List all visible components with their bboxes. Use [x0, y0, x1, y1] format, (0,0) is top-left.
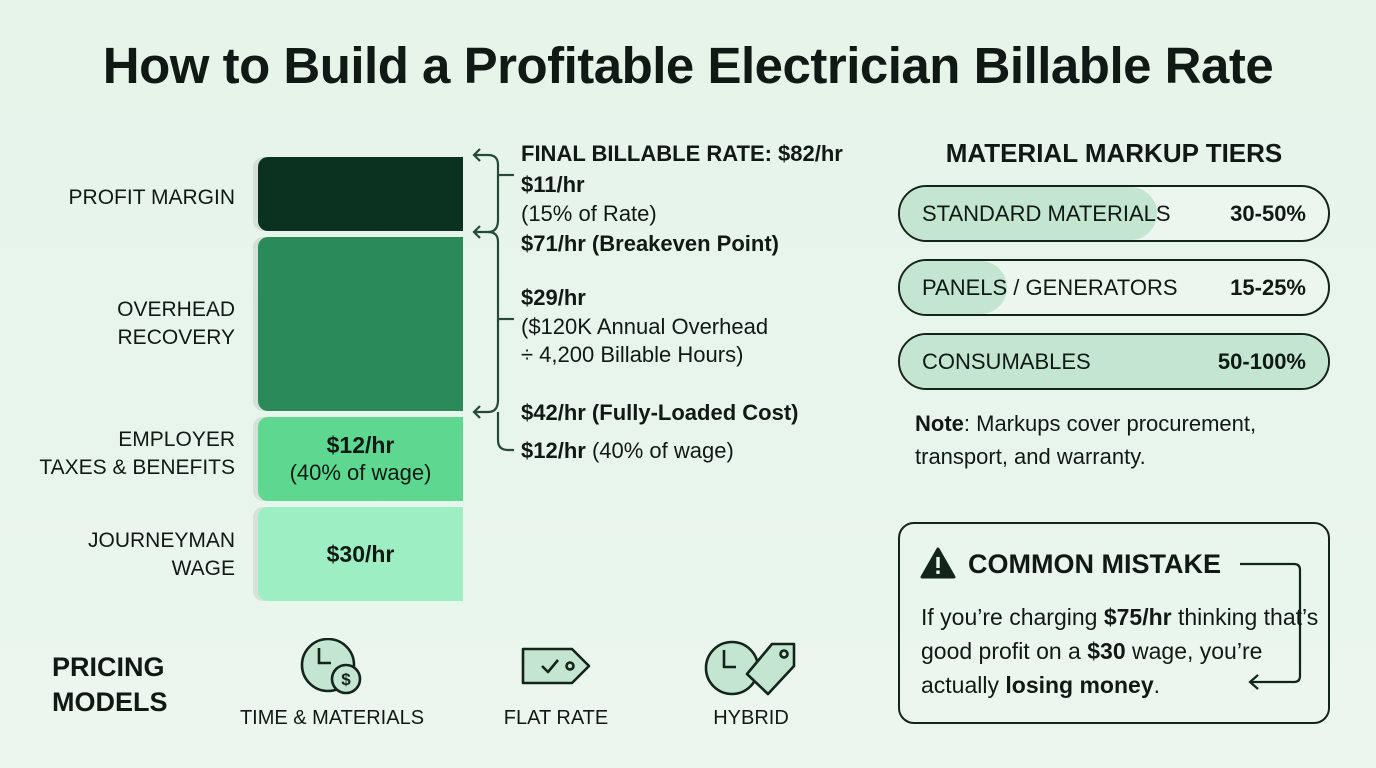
bar-journeyman-wage: $30/hr — [258, 507, 463, 601]
bold-text: losing money — [1005, 672, 1154, 698]
label-line: JOURNEYMAN — [87, 529, 235, 552]
bar-value: $30/hr — [326, 541, 395, 567]
model-label: FLAT RATE — [503, 707, 609, 729]
mistake-arrow — [1240, 562, 1302, 690]
label-employer-taxes: EMPLOYER TAXES & BENEFITS — [39, 426, 235, 482]
bracket-arrows — [472, 148, 514, 452]
tier-range: 50-100% — [1217, 349, 1306, 374]
overhead-value: $29/hr — [521, 285, 586, 310]
taxes-note: (40% of wage) — [591, 438, 734, 463]
breakeven-point: $71/hr (Breakeven Point) — [521, 231, 779, 256]
tier-name: STANDARD MATERIALS — [922, 201, 1171, 226]
tier-name: PANELS / GENERATORS — [922, 275, 1178, 300]
tier-range: 15-25% — [1230, 275, 1306, 300]
markup-tier: STANDARD MATERIALS 30-50% — [898, 185, 1330, 242]
clock-dollar-icon: $ — [300, 638, 362, 695]
mistake-title: COMMON MISTAKE — [968, 549, 1221, 579]
page-title: How to Build a Profitable Electrician Bi… — [102, 37, 1274, 94]
taxes-annotation: $12/hr (40% of wage) — [521, 436, 734, 465]
profit-note: (15% of Rate) — [521, 201, 657, 226]
mistake-text: If you’re charging $75/hr thinking that’… — [921, 600, 1321, 702]
bar-employer-taxes: $12/hr (40% of wage) — [258, 417, 463, 501]
svg-text:$: $ — [341, 670, 351, 689]
taxes-value: $12/hr — [521, 438, 586, 463]
bold-text: $75/hr — [1103, 604, 1172, 630]
price-tag-check-icon — [521, 647, 591, 685]
bar-overhead-recovery — [258, 237, 463, 411]
tier-range: 30-50% — [1230, 201, 1306, 226]
label-line: TAXES & BENEFITS — [39, 456, 235, 479]
markup-note: Note: Markups cover procurement, transpo… — [915, 407, 1315, 473]
model-label: HYBRID — [713, 707, 789, 729]
tier-fill — [900, 187, 1157, 240]
text: wage, you’re actually — [921, 638, 1263, 698]
label-profit-margin: PROFIT MARGIN — [68, 186, 235, 209]
label-line: EMPLOYER — [118, 428, 235, 451]
note-text: : Markups cover procurement, transport, … — [915, 411, 1257, 469]
common-mistake-box — [898, 522, 1330, 724]
note-label: Note — [915, 411, 964, 436]
tier-fill — [900, 261, 1007, 314]
model-label: TIME & MATERIALS — [239, 707, 425, 729]
markup-tier: CONSUMABLES 50-100% — [898, 333, 1330, 390]
text: . — [1153, 672, 1161, 698]
heading-line: PRICING — [52, 652, 165, 682]
bar-value: $12/hr — [326, 432, 395, 458]
tier-fill — [900, 335, 1328, 388]
fully-loaded-cost: $42/hr (Fully-Loaded Cost) — [521, 400, 799, 425]
bold-text: $30 — [1087, 638, 1126, 664]
tier-name: CONSUMABLES — [922, 349, 1091, 374]
markup-heading: MATERIAL MARKUP TIERS — [945, 138, 1283, 168]
warning-icon — [920, 547, 956, 579]
final-rate: FINAL BILLABLE RATE: $82/hr — [521, 141, 843, 166]
markup-tier: PANELS / GENERATORS 15-25% — [898, 259, 1330, 316]
pricing-models-heading: PRICING MODELS — [52, 650, 168, 720]
heading-line: MODELS — [52, 687, 168, 717]
label-line: WAGE — [171, 557, 235, 580]
bar-note: (40% of wage) — [289, 460, 432, 485]
text: thinking that’s good profit on a — [921, 604, 1319, 664]
profit-value: $11/hr — [521, 172, 585, 197]
label-line: OVERHEAD — [117, 298, 235, 321]
overhead-note: ÷ 4,200 Billable Hours) — [521, 342, 744, 367]
label-line: RECOVERY — [117, 326, 235, 349]
clock-tag-icon — [704, 640, 796, 696]
label-overhead-recovery: OVERHEAD RECOVERY — [117, 296, 235, 352]
bar-profit-margin — [258, 157, 463, 231]
label-journeyman-wage: JOURNEYMAN WAGE — [88, 527, 235, 583]
text: If you’re charging — [921, 604, 1104, 630]
overhead-note: ($120K Annual Overhead — [521, 314, 769, 339]
